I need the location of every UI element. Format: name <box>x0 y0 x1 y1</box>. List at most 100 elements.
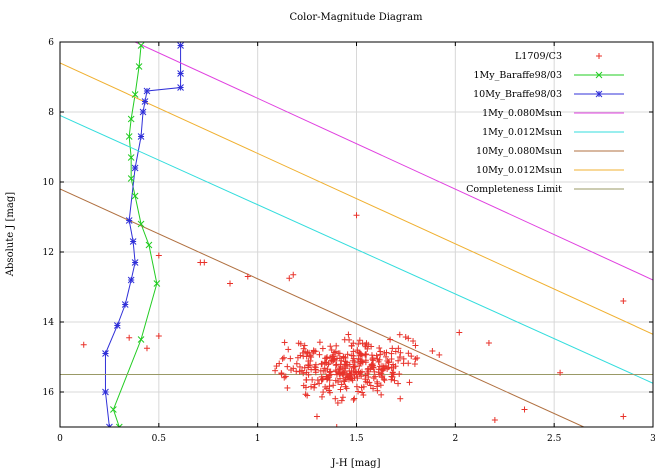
data-point <box>311 381 318 388</box>
data-point <box>376 345 383 352</box>
data-point <box>411 361 418 368</box>
data-point <box>293 360 300 367</box>
axis-ticks: 0 0.5 1 1.5 2 2.5 3 6 8 10 12 14 16 <box>43 38 655 444</box>
series-2-point <box>113 322 121 329</box>
legend-marker <box>596 53 602 59</box>
series-1-point <box>127 115 135 123</box>
series-2-point <box>177 42 184 49</box>
data-point <box>332 362 339 369</box>
series-line-4 <box>60 115 653 384</box>
data-point <box>316 380 323 387</box>
data-point <box>285 346 292 353</box>
data-point <box>377 351 384 358</box>
y-tick-label: 12 <box>43 248 54 258</box>
data-point <box>143 345 150 352</box>
data-point <box>351 395 358 402</box>
data-point <box>336 350 343 357</box>
data-point <box>318 373 325 380</box>
data-point <box>304 392 311 399</box>
data-point <box>325 387 332 394</box>
data-point <box>377 382 384 389</box>
data-point <box>350 396 357 403</box>
data-point <box>273 363 280 370</box>
series-2-point <box>177 84 184 91</box>
data-point <box>155 333 162 339</box>
data-point <box>485 340 492 346</box>
data-point <box>374 383 381 390</box>
data-point <box>279 355 286 362</box>
series-line-2 <box>104 45 182 427</box>
data-point <box>326 377 333 384</box>
data-point <box>322 355 329 362</box>
data-point <box>281 374 288 381</box>
series-2-point <box>102 388 109 396</box>
data-point <box>354 375 361 382</box>
data-point <box>327 371 334 378</box>
data-point <box>349 357 356 364</box>
data-point <box>319 345 326 352</box>
data-point <box>378 391 385 398</box>
data-point <box>335 368 342 375</box>
data-point <box>352 363 359 370</box>
series-2-point <box>131 259 139 266</box>
series-2-point <box>106 423 113 427</box>
data-point <box>355 340 362 347</box>
x-tick-label: 0 <box>57 434 63 444</box>
legend-label: 10My_0.012Msun <box>476 165 562 176</box>
data-point <box>312 348 319 355</box>
data-point <box>350 348 357 355</box>
data-point <box>382 353 389 360</box>
data-point <box>389 345 396 352</box>
series-1-point <box>135 63 143 70</box>
data-point <box>272 367 279 374</box>
data-point <box>330 382 337 389</box>
legend-label: 1My_0.080Msun <box>482 108 562 119</box>
data-point <box>338 381 345 388</box>
data-point <box>397 349 404 356</box>
data-point <box>385 359 392 366</box>
data-point <box>301 342 308 349</box>
data-point <box>362 376 369 383</box>
data-point <box>390 371 397 378</box>
data-point <box>314 377 321 384</box>
data-point <box>276 360 283 367</box>
data-point <box>286 275 293 282</box>
data-point <box>313 413 320 420</box>
data-point <box>297 340 304 347</box>
data-point <box>307 352 314 359</box>
data-point <box>365 365 372 372</box>
x-tick-label: 2 <box>452 434 458 444</box>
data-point <box>414 355 421 362</box>
data-point <box>284 384 291 391</box>
data-point <box>329 358 336 365</box>
data-point <box>362 341 369 348</box>
data-point <box>305 371 312 378</box>
data-point <box>327 343 334 350</box>
data-point <box>316 351 323 358</box>
data-point <box>312 366 319 373</box>
y-tick-label: 16 <box>43 388 55 398</box>
data-point <box>357 360 364 367</box>
data-point <box>226 280 233 287</box>
data-point <box>347 371 354 378</box>
data-point <box>364 379 371 386</box>
y-tick-label: 8 <box>48 108 54 118</box>
data-point <box>387 336 394 343</box>
data-point <box>342 383 349 390</box>
series-2-point <box>137 133 145 140</box>
data-point <box>296 363 303 370</box>
data-point <box>332 348 339 355</box>
data-point <box>402 334 409 341</box>
series-2-point <box>143 87 151 95</box>
data-point <box>392 348 399 355</box>
series-1-point <box>127 154 135 161</box>
data-point <box>80 341 87 348</box>
data-point <box>201 259 208 266</box>
legend-label: 1My_Baraffe98/03 <box>474 70 563 81</box>
data-point <box>381 377 388 384</box>
series-line-6 <box>60 62 653 335</box>
data-point <box>294 354 301 361</box>
data-point <box>328 346 335 353</box>
chart-title: Color-Magnitude Diagram <box>289 12 423 23</box>
